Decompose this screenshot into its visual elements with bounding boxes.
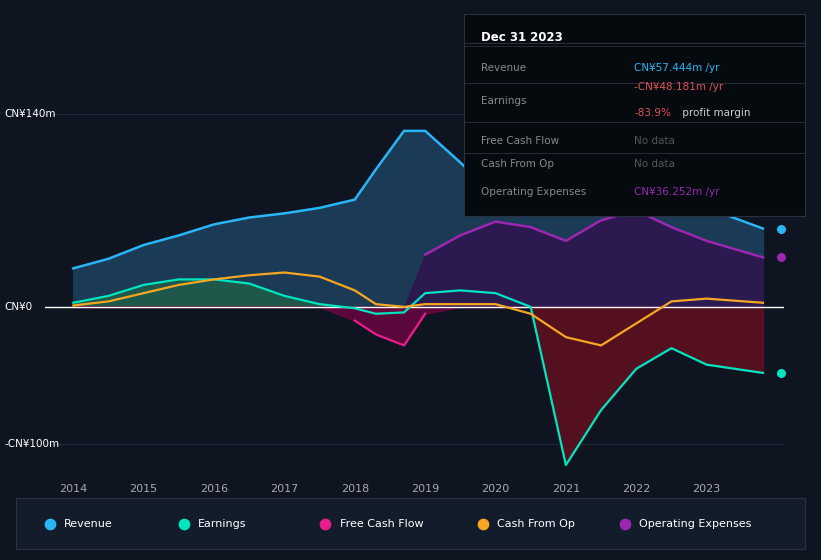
Text: Operating Expenses: Operating Expenses [481,188,586,198]
Text: Cash From Op: Cash From Op [498,519,575,529]
Text: Cash From Op: Cash From Op [481,159,554,169]
Text: -CN¥48.181m /yr: -CN¥48.181m /yr [635,82,723,92]
Text: Free Cash Flow: Free Cash Flow [481,136,559,146]
Point [774,368,787,377]
Text: Revenue: Revenue [64,519,112,529]
Point [177,519,190,528]
Text: Earnings: Earnings [198,519,246,529]
Point [774,224,787,233]
Text: Operating Expenses: Operating Expenses [639,519,751,529]
Text: profit margin: profit margin [678,108,750,118]
Point [319,519,332,528]
Text: CN¥140m: CN¥140m [4,109,56,119]
Point [43,519,56,528]
Text: Earnings: Earnings [481,96,526,106]
Point [476,519,489,528]
Text: Free Cash Flow: Free Cash Flow [340,519,423,529]
Text: CN¥57.444m /yr: CN¥57.444m /yr [635,63,720,73]
Text: No data: No data [635,136,675,146]
Text: -83.9%: -83.9% [635,108,671,118]
Point [774,253,787,262]
Text: Dec 31 2023: Dec 31 2023 [481,31,562,44]
Text: CN¥0: CN¥0 [4,302,32,312]
Point [618,519,631,528]
Text: Revenue: Revenue [481,63,526,73]
Text: CN¥36.252m /yr: CN¥36.252m /yr [635,188,720,198]
Text: No data: No data [635,159,675,169]
Text: -CN¥100m: -CN¥100m [4,440,59,450]
